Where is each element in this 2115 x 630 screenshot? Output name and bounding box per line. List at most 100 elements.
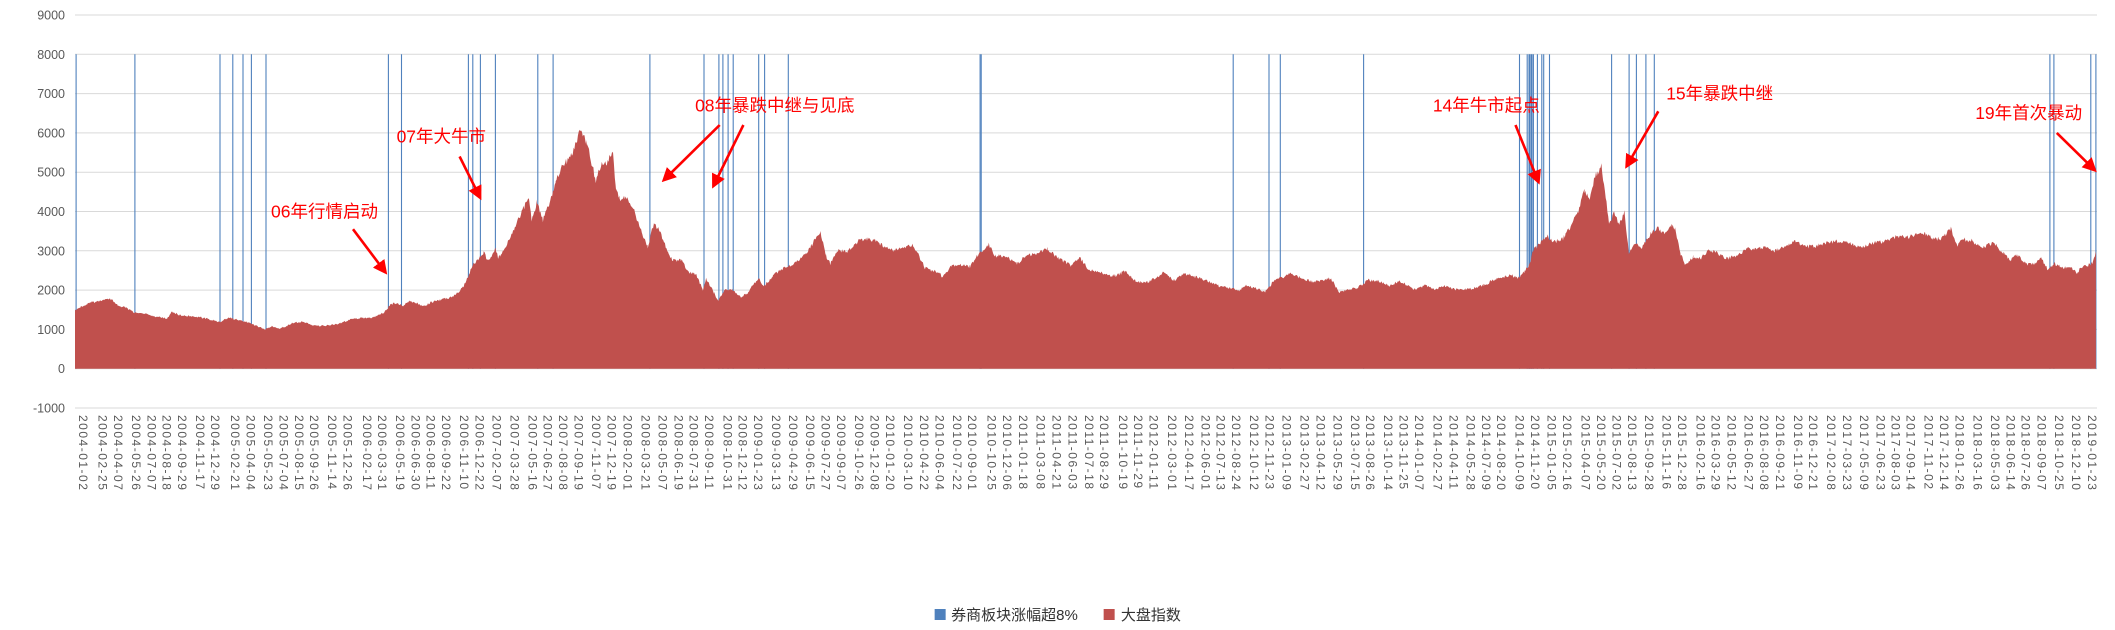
annotation-arrow — [458, 155, 482, 201]
svg-text:2015-05-20: 2015-05-20 — [1594, 415, 1608, 491]
svg-text:2017-08-03: 2017-08-03 — [1888, 415, 1902, 491]
svg-text:2004-02-25: 2004-02-25 — [96, 415, 110, 491]
annotation-arrow — [2055, 131, 2097, 173]
svg-text:2017-09-14: 2017-09-14 — [1904, 415, 1918, 491]
svg-text:2008-12-12: 2008-12-12 — [736, 415, 750, 491]
svg-text:9000: 9000 — [37, 9, 65, 23]
svg-text:2008-10-31: 2008-10-31 — [720, 415, 734, 491]
annotation-arrow — [661, 124, 721, 183]
svg-text:2008-03-21: 2008-03-21 — [639, 415, 653, 491]
svg-text:2012-06-01: 2012-06-01 — [1198, 415, 1212, 491]
svg-text:2011-08-29: 2011-08-29 — [1097, 415, 1111, 491]
svg-text:2011-07-18: 2011-07-18 — [1082, 415, 1096, 491]
annotation-label: 14年牛市起点 — [1433, 95, 1540, 115]
svg-text:2004-08-18: 2004-08-18 — [160, 415, 174, 491]
svg-text:2004-11-17: 2004-11-17 — [193, 415, 207, 491]
svg-text:2014-04-11: 2014-04-11 — [1446, 415, 1460, 491]
svg-text:2007-12-19: 2007-12-19 — [605, 415, 619, 491]
svg-text:-1000: -1000 — [33, 402, 65, 416]
svg-text:2016-06-27: 2016-06-27 — [1742, 415, 1756, 491]
svg-text:6000: 6000 — [37, 126, 65, 140]
svg-text:2014-05-28: 2014-05-28 — [1464, 415, 1478, 491]
svg-text:2011-06-03: 2011-06-03 — [1066, 415, 1080, 491]
svg-text:2005-11-14: 2005-11-14 — [325, 415, 339, 491]
svg-text:2012-07-13: 2012-07-13 — [1214, 415, 1228, 491]
svg-text:2012-11-23: 2012-11-23 — [1262, 415, 1276, 491]
svg-text:2009-07-27: 2009-07-27 — [819, 415, 833, 491]
svg-text:2005-08-15: 2005-08-15 — [292, 415, 306, 491]
legend-swatch-broker-events — [934, 609, 946, 620]
svg-text:2015-07-02: 2015-07-02 — [1610, 415, 1624, 491]
svg-text:2017-11-02: 2017-11-02 — [1922, 415, 1936, 491]
svg-text:2013-05-29: 2013-05-29 — [1331, 415, 1345, 491]
svg-text:2011-03-08: 2011-03-08 — [1034, 415, 1048, 491]
svg-text:2014-10-09: 2014-10-09 — [1513, 415, 1527, 491]
svg-text:2018-10-25: 2018-10-25 — [2052, 415, 2066, 491]
svg-text:2006-05-19: 2006-05-19 — [393, 415, 407, 491]
svg-text:2016-02-16: 2016-02-16 — [1693, 415, 1707, 491]
svg-text:5000: 5000 — [37, 166, 65, 180]
svg-text:2004-05-26: 2004-05-26 — [129, 415, 143, 491]
svg-text:2004-04-07: 2004-04-07 — [111, 415, 125, 491]
svg-text:2008-05-07: 2008-05-07 — [656, 415, 670, 491]
svg-text:2007-05-16: 2007-05-16 — [525, 415, 539, 491]
legend-item-market-index: 大盘指数 — [1103, 604, 1181, 625]
svg-text:0: 0 — [58, 362, 65, 376]
svg-text:2000: 2000 — [37, 284, 65, 298]
svg-text:2016-09-21: 2016-09-21 — [1773, 415, 1787, 491]
legend-label-broker-events: 券商板块涨幅超8% — [951, 607, 1078, 624]
svg-text:2004-09-29: 2004-09-29 — [175, 415, 189, 491]
svg-text:2013-02-27: 2013-02-27 — [1297, 415, 1311, 491]
annotation-arrow — [712, 124, 745, 189]
svg-text:2007-09-19: 2007-09-19 — [571, 415, 585, 491]
svg-text:2005-12-26: 2005-12-26 — [340, 415, 354, 491]
svg-text:2018-01-26: 2018-01-26 — [1953, 415, 1967, 491]
svg-text:2013-08-26: 2013-08-26 — [1363, 415, 1377, 491]
svg-text:2006-11-10: 2006-11-10 — [457, 415, 471, 491]
svg-text:1000: 1000 — [37, 323, 65, 337]
annotation-label: 08年暴跌中继与见底 — [695, 95, 854, 115]
svg-text:7000: 7000 — [37, 87, 65, 101]
svg-text:2012-10-12: 2012-10-12 — [1247, 415, 1261, 491]
svg-text:2005-05-23: 2005-05-23 — [261, 415, 275, 491]
svg-text:2009-09-07: 2009-09-07 — [834, 415, 848, 491]
svg-text:2005-07-04: 2005-07-04 — [277, 415, 291, 491]
svg-text:2014-02-27: 2014-02-27 — [1431, 415, 1445, 491]
svg-text:2009-01-23: 2009-01-23 — [751, 415, 765, 491]
svg-text:2015-09-28: 2015-09-28 — [1642, 415, 1656, 491]
svg-text:2013-07-15: 2013-07-15 — [1348, 415, 1362, 491]
svg-text:2016-05-12: 2016-05-12 — [1725, 415, 1739, 491]
svg-text:2017-03-23: 2017-03-23 — [1840, 415, 1854, 491]
svg-text:2006-12-22: 2006-12-22 — [472, 415, 486, 491]
svg-text:2017-05-09: 2017-05-09 — [1857, 415, 1871, 491]
svg-text:2006-09-22: 2006-09-22 — [439, 415, 453, 491]
svg-text:2015-04-07: 2015-04-07 — [1578, 415, 1592, 491]
svg-text:2018-03-16: 2018-03-16 — [1971, 415, 1985, 491]
svg-text:2015-08-13: 2015-08-13 — [1625, 415, 1639, 491]
svg-text:2015-02-16: 2015-02-16 — [1560, 415, 1574, 491]
svg-text:2018-06-14: 2018-06-14 — [2003, 415, 2017, 491]
svg-text:2006-08-11: 2006-08-11 — [424, 415, 438, 491]
annotation-label: 06年行情启动 — [271, 201, 378, 221]
svg-text:8000: 8000 — [37, 48, 65, 62]
svg-text:2010-07-22: 2010-07-22 — [950, 415, 964, 491]
svg-text:2007-03-28: 2007-03-28 — [507, 415, 521, 491]
svg-text:2005-04-04: 2005-04-04 — [243, 415, 257, 491]
svg-text:2013-10-14: 2013-10-14 — [1381, 415, 1395, 491]
svg-text:2011-04-21: 2011-04-21 — [1050, 415, 1064, 491]
svg-text:2016-08-08: 2016-08-08 — [1757, 415, 1771, 491]
svg-text:2012-01-11: 2012-01-11 — [1147, 415, 1161, 491]
svg-text:3000: 3000 — [37, 244, 65, 258]
svg-text:2014-11-20: 2014-11-20 — [1528, 415, 1542, 491]
svg-text:2018-07-26: 2018-07-26 — [2019, 415, 2033, 491]
svg-text:2007-02-07: 2007-02-07 — [490, 415, 504, 491]
svg-text:2010-12-06: 2010-12-06 — [1000, 415, 1014, 491]
svg-text:2007-08-08: 2007-08-08 — [556, 415, 570, 491]
legend-swatch-market-index — [1103, 609, 1115, 620]
annotation-label: 07年大牛市 — [397, 127, 486, 147]
annotation-label: 15年暴跌中继 — [1666, 84, 1773, 104]
svg-text:2012-03-01: 2012-03-01 — [1165, 415, 1179, 491]
svg-text:2012-04-17: 2012-04-17 — [1182, 415, 1196, 491]
svg-text:2012-08-24: 2012-08-24 — [1229, 415, 1243, 491]
